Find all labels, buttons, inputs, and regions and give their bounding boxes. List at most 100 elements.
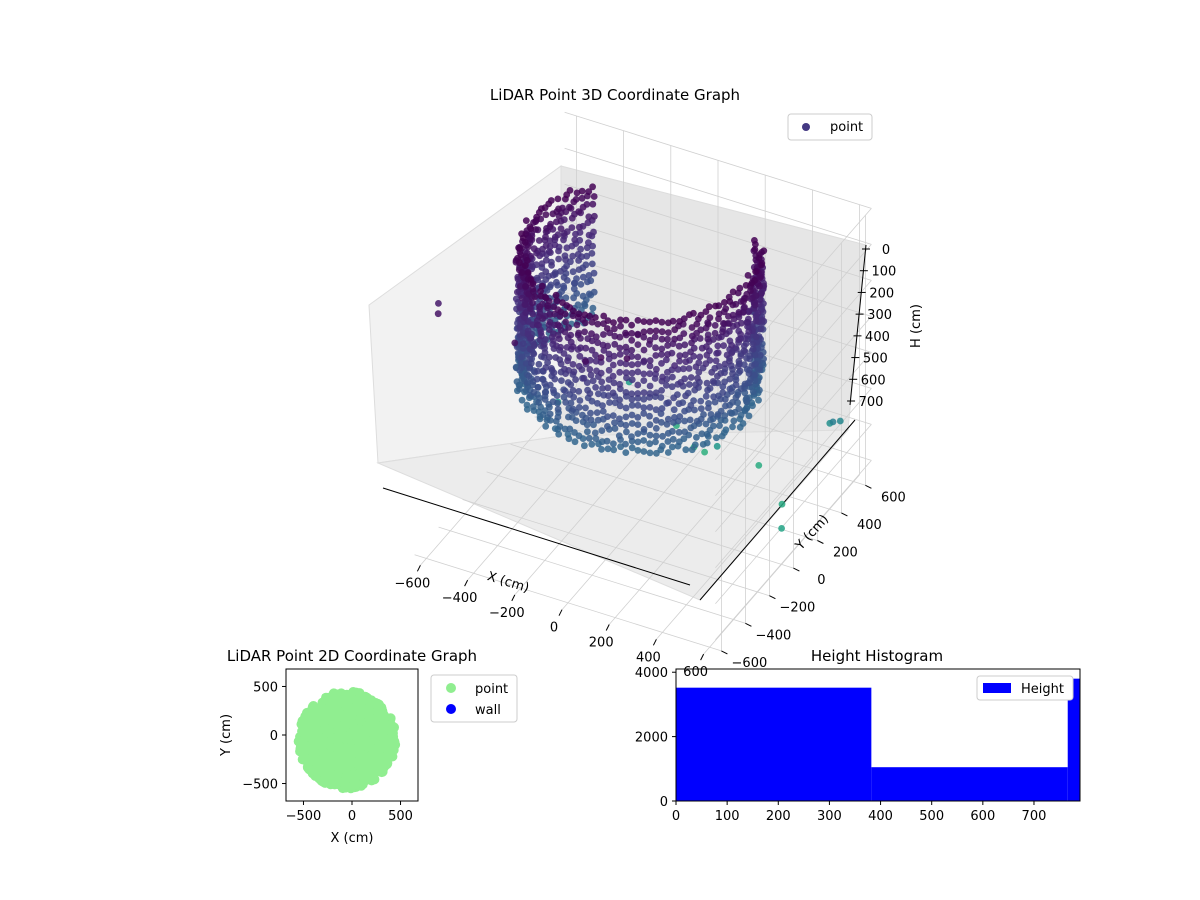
histogram-title: Height Histogram <box>811 647 943 665</box>
data-point-3d <box>720 342 727 349</box>
data-point-3d <box>569 405 577 413</box>
data-point-3d <box>726 298 734 305</box>
data-point-3d <box>546 381 554 389</box>
data-point-3d <box>664 449 672 456</box>
data-point-3d <box>658 328 666 336</box>
points-2d <box>293 687 401 794</box>
grid-line-z <box>715 316 872 497</box>
data-point-3d <box>511 339 519 347</box>
data-point-3d <box>721 412 729 420</box>
data-point-3d <box>538 332 545 340</box>
data-point-3d <box>576 352 584 360</box>
data-point-3d <box>652 438 659 446</box>
legend-3d-label-point: point <box>830 120 863 135</box>
data-point-3d <box>703 430 711 438</box>
data-point-3d <box>572 230 579 238</box>
data-point-2d <box>350 778 361 789</box>
data-point-3d <box>570 393 578 401</box>
data-point-3d <box>535 360 543 368</box>
data-point-3d <box>741 380 749 388</box>
data-point-3d <box>514 288 521 296</box>
data-point-3d <box>616 359 624 367</box>
data-point-3d <box>573 189 581 197</box>
data-point-3d <box>530 350 538 358</box>
data-point-3d <box>549 210 557 218</box>
data-point-3d <box>640 448 648 455</box>
data-point-3d <box>535 237 543 244</box>
data-point-3d <box>623 428 630 436</box>
data-point-3d <box>740 347 748 354</box>
data-point-3d <box>537 287 544 295</box>
data-point-3d <box>680 365 687 373</box>
grid-line-y <box>510 443 818 541</box>
data-point-3d <box>749 388 757 396</box>
data-point-3d <box>590 193 598 200</box>
data-point-3d <box>735 357 743 365</box>
data-point-3d <box>567 381 575 388</box>
data-point-3d <box>590 269 598 277</box>
data-point-3d <box>682 392 689 400</box>
x-tick-label-3d: 600 <box>683 665 708 680</box>
data-point-3d <box>628 369 636 377</box>
data-point-3d <box>530 403 537 411</box>
data-point-3d <box>554 413 562 421</box>
chart-histogram: Height Histogram 0 100 200 300 400 500 600 7000… <box>635 647 1081 824</box>
x-tick-mark-3d <box>558 609 563 616</box>
data-point-3d <box>589 200 597 208</box>
data-point-3d <box>663 420 671 428</box>
data-point-3d <box>658 318 666 326</box>
data-point-2d <box>306 708 317 719</box>
data-point-3d <box>555 247 562 255</box>
data-point-3d <box>663 382 670 389</box>
grid-line-z <box>715 388 872 569</box>
data-point-3d <box>546 417 554 424</box>
data-point-3d <box>610 352 618 360</box>
data-point-3d <box>622 389 630 396</box>
y-tick-mark-3d <box>841 512 848 517</box>
data-point-3d <box>657 394 665 401</box>
data-point-3d <box>609 361 617 369</box>
data-point-3d <box>529 288 537 295</box>
data-point-3d <box>594 400 601 407</box>
data-point-3d <box>570 279 578 287</box>
data-point-3d <box>628 401 636 409</box>
data-point-3d <box>836 417 844 425</box>
y-tick-label-2d: −500 <box>242 778 278 793</box>
data-point-3d <box>569 312 577 320</box>
data-point-3d <box>735 309 743 316</box>
data-point-3d <box>575 432 583 440</box>
data-point-3d <box>778 525 785 532</box>
data-point-3d <box>634 401 642 409</box>
data-point-3d <box>714 372 721 380</box>
data-point-3d <box>524 269 532 276</box>
data-point-3d <box>640 370 648 378</box>
x-tick-label-hist: 500 <box>919 809 944 824</box>
data-point-3d <box>697 405 705 412</box>
data-point-3d <box>646 318 654 326</box>
legend-2d: point wall <box>430 674 518 723</box>
data-point-3d <box>546 410 554 418</box>
data-point-3d <box>523 257 531 264</box>
data-point-3d <box>668 383 676 391</box>
data-point-3d <box>628 361 636 369</box>
data-point-3d <box>671 335 678 343</box>
data-point-3d <box>522 217 530 225</box>
grid-line-z <box>564 147 872 245</box>
data-point-3d <box>640 357 648 365</box>
data-point-3d <box>518 396 526 404</box>
data-point-3d <box>565 435 573 443</box>
x-tick-label-hist: 600 <box>970 809 995 824</box>
data-point-3d <box>646 431 654 439</box>
data-point-3d <box>628 390 636 398</box>
data-point-3d <box>579 273 587 281</box>
data-point-2d <box>321 712 332 723</box>
data-point-3d <box>542 211 550 219</box>
data-point-2d <box>374 740 385 751</box>
chart-2d: LiDAR Point 2D Coordinate Graph −500 0 500… <box>219 647 518 846</box>
data-point-3d <box>640 410 648 417</box>
data-point-3d <box>553 392 561 399</box>
data-point-3d <box>600 331 607 338</box>
data-point-3d <box>675 342 683 350</box>
data-point-3d <box>628 346 636 354</box>
data-point-3d <box>691 406 698 414</box>
